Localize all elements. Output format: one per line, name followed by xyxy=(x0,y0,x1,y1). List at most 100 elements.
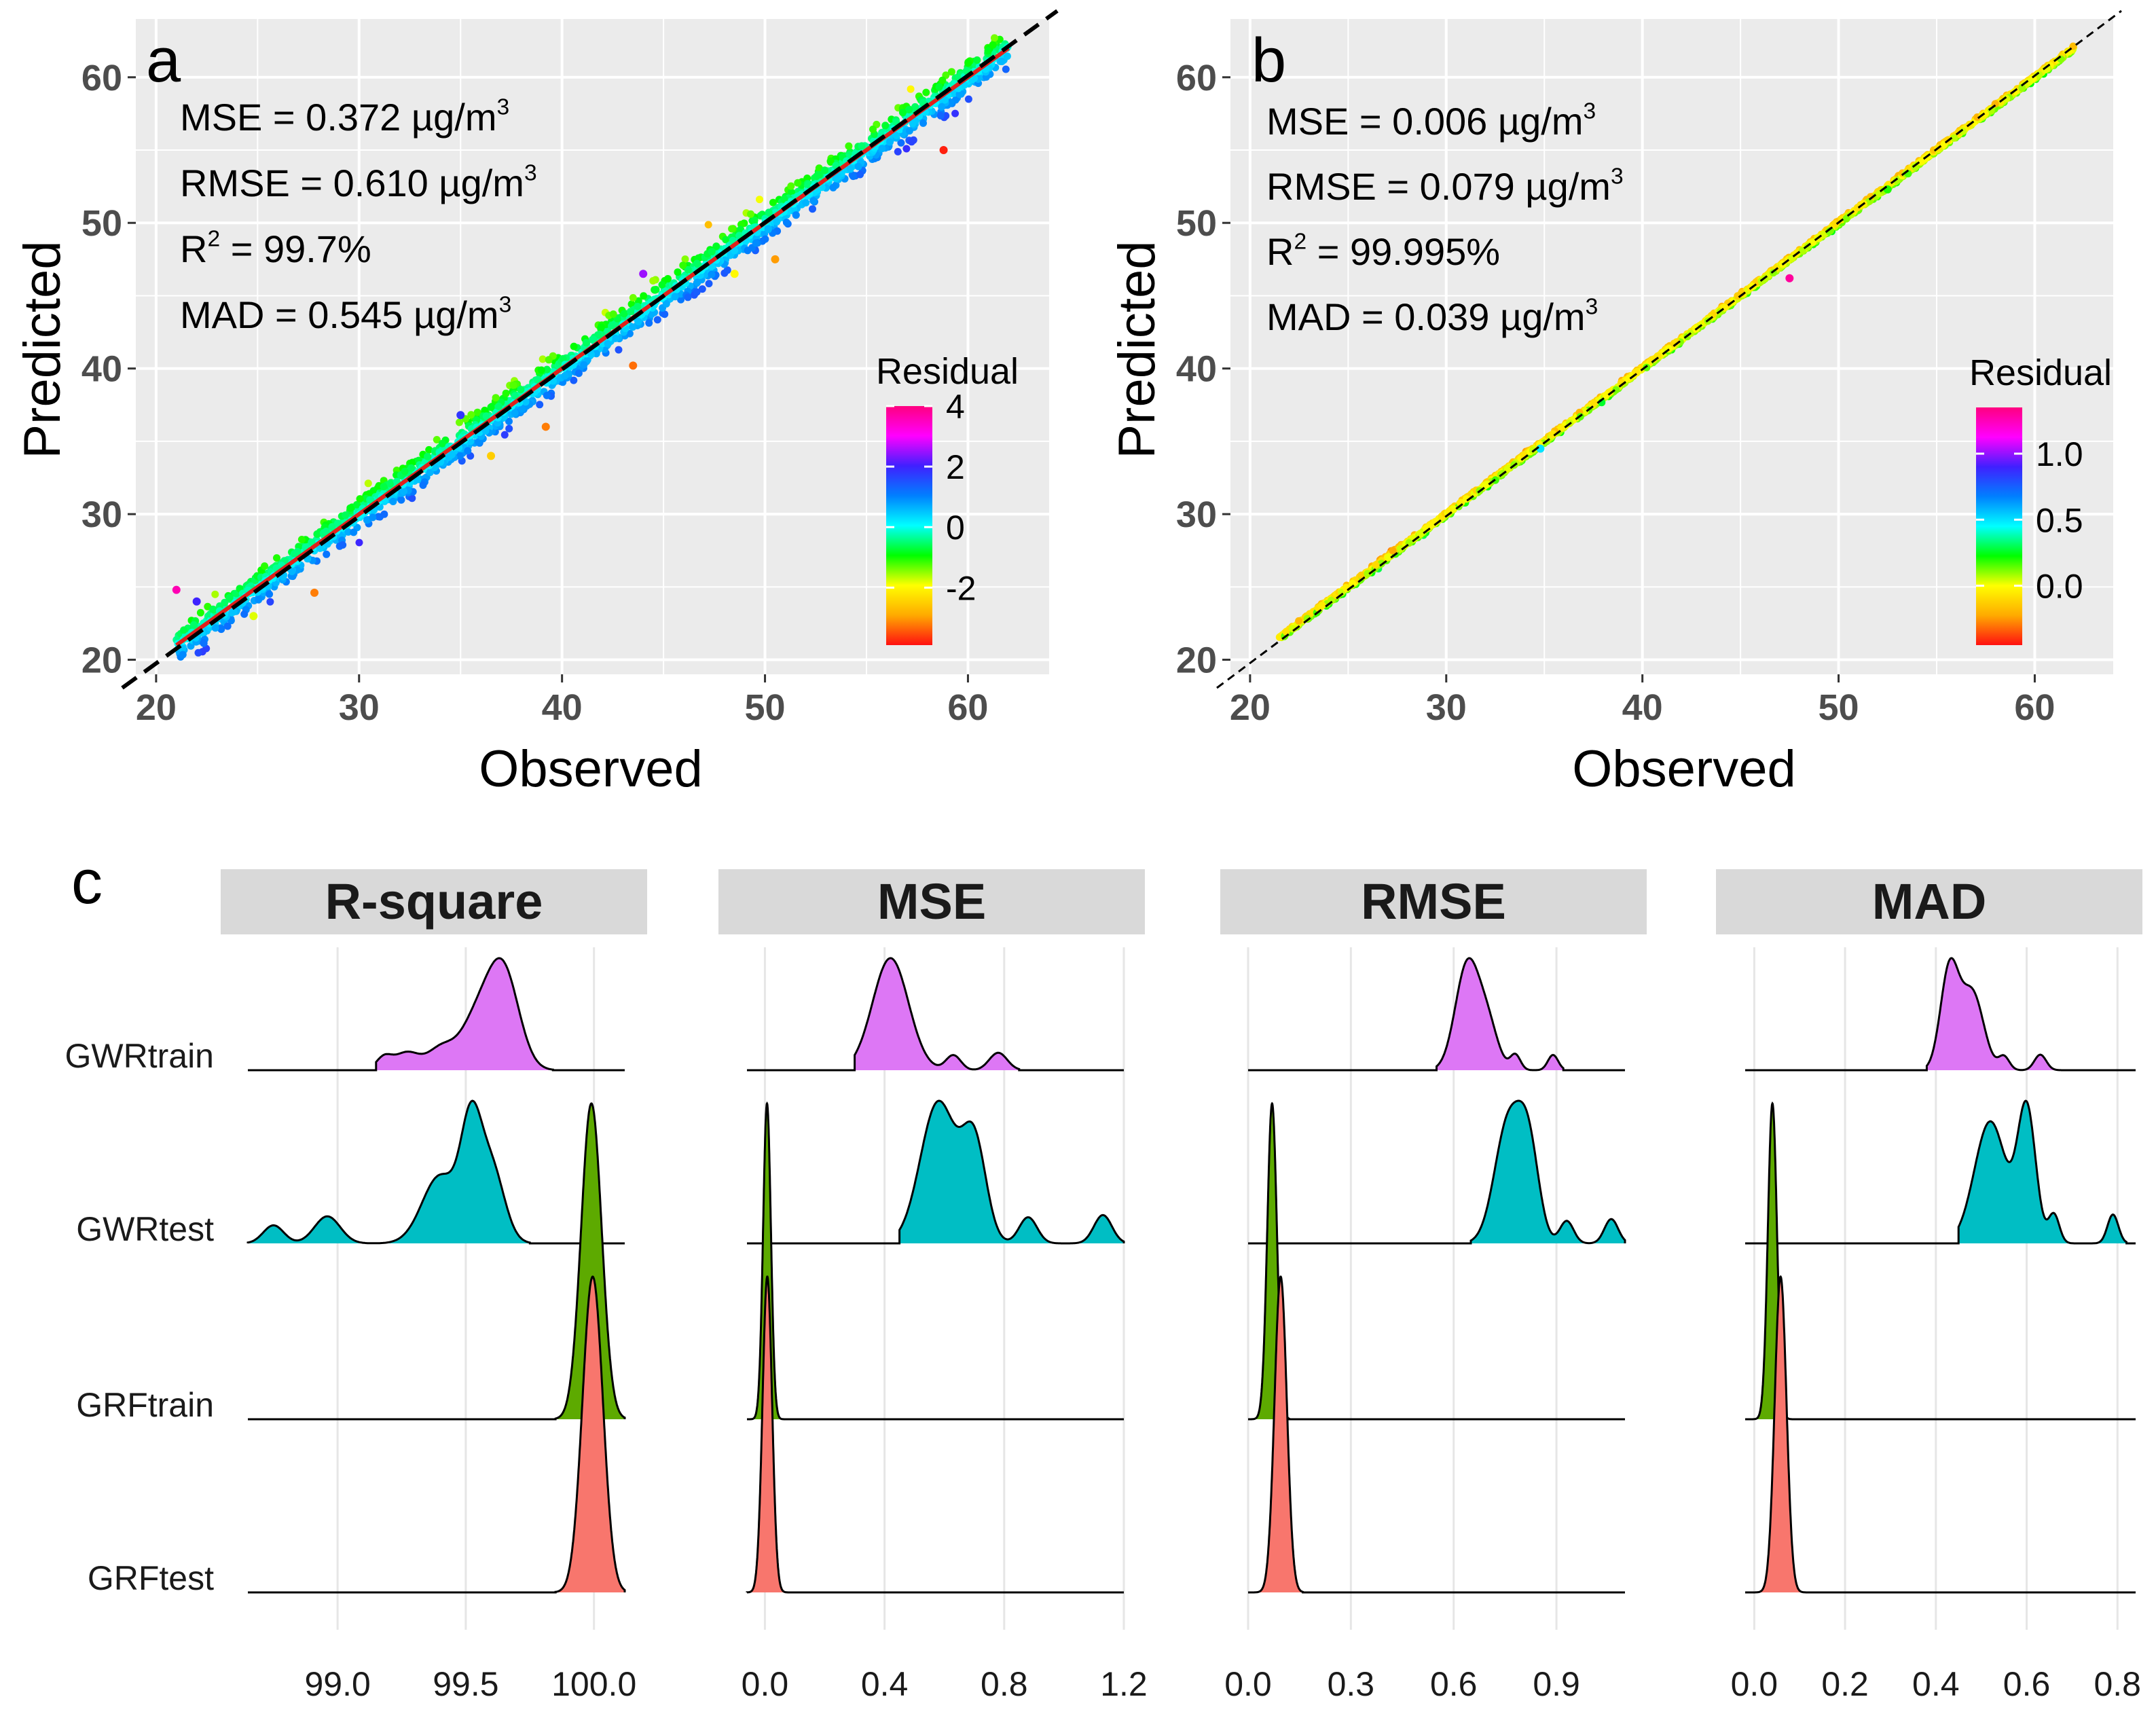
data-point xyxy=(456,418,463,426)
data-point xyxy=(814,170,822,179)
data-point xyxy=(1865,198,1874,206)
data-point xyxy=(1372,561,1380,569)
data-point xyxy=(854,162,862,170)
data-point xyxy=(482,412,490,420)
density-fill-GRFtrain xyxy=(1248,1103,1625,1419)
stat-superscript: 3 xyxy=(496,94,509,120)
data-point xyxy=(266,590,274,598)
data-point xyxy=(196,608,204,617)
data-point xyxy=(505,424,513,433)
data-point xyxy=(892,131,900,139)
data-point xyxy=(1590,399,1598,407)
data-point xyxy=(856,170,864,179)
density-outline-GWRtrain xyxy=(747,957,1124,1072)
data-point xyxy=(1831,220,1840,228)
data-point xyxy=(1002,65,1010,73)
stat-superscript: 2 xyxy=(207,226,220,251)
data-point xyxy=(211,624,219,632)
data-point xyxy=(681,255,689,263)
data-point xyxy=(756,196,763,204)
y-tick-label: 40 xyxy=(81,349,122,390)
facet-tick-label: 0.4 xyxy=(861,1665,909,1703)
density-fill-GWRtrain xyxy=(747,958,1124,1070)
data-point xyxy=(574,369,583,378)
data-point xyxy=(537,366,545,374)
data-point xyxy=(845,142,853,150)
data-point xyxy=(821,166,828,175)
data-point xyxy=(1295,617,1303,625)
data-point xyxy=(180,626,188,634)
data-point xyxy=(481,427,490,435)
data-point xyxy=(386,479,394,488)
facet-tick-label: 0.2 xyxy=(1821,1665,1869,1703)
facet-tick-label: 1.2 xyxy=(1100,1665,1148,1703)
data-point xyxy=(323,550,331,558)
data-point xyxy=(728,225,736,233)
data-point xyxy=(438,439,446,448)
facet-tick-label: 0.6 xyxy=(1430,1665,1478,1703)
density-outline-GRFtrain xyxy=(1248,1101,1625,1421)
stat-text: RMSE = 0.079 µg/m xyxy=(1266,165,1611,208)
data-point xyxy=(846,165,854,173)
data-point xyxy=(369,513,377,522)
data-point xyxy=(794,179,802,187)
data-point xyxy=(609,310,617,318)
data-point xyxy=(534,376,542,384)
legend-colorbar xyxy=(886,406,932,645)
data-point xyxy=(273,554,280,562)
data-point xyxy=(1643,363,1651,371)
data-point xyxy=(473,408,481,416)
data-point xyxy=(467,411,475,419)
data-point xyxy=(570,376,578,384)
data-point xyxy=(492,394,500,402)
y-tick-label: 30 xyxy=(81,494,122,535)
data-point xyxy=(951,109,960,117)
data-point xyxy=(389,498,397,505)
x-tick-label: 50 xyxy=(745,687,786,728)
data-point xyxy=(1602,391,1610,399)
density-fill-GWRtest xyxy=(248,1101,625,1243)
density-outline-GRFtrain xyxy=(747,1101,1124,1421)
stat-text: R xyxy=(1266,230,1294,273)
data-point xyxy=(652,286,660,293)
data-point xyxy=(792,211,800,219)
density-fill-GRFtest xyxy=(248,1277,625,1592)
stat-R2: R2 = 99.995% xyxy=(1266,229,1500,273)
data-point xyxy=(179,651,187,659)
stat-superscript: 3 xyxy=(1611,164,1624,189)
data-point xyxy=(712,242,720,251)
data-point xyxy=(671,293,679,301)
data-point xyxy=(364,479,372,488)
stat-superscript: 3 xyxy=(1586,294,1598,319)
data-point xyxy=(1632,368,1640,376)
data-point xyxy=(938,103,946,111)
data-point xyxy=(704,221,712,229)
data-point xyxy=(481,406,489,414)
reference-line-1-1 xyxy=(121,9,1059,690)
data-point xyxy=(849,172,857,181)
data-point xyxy=(561,371,569,380)
data-point xyxy=(752,239,760,247)
data-point xyxy=(608,322,616,330)
facet-mse: MSE 0.0 0.4 0.8 1.2 xyxy=(718,869,1148,1703)
data-point xyxy=(878,145,886,153)
data-point xyxy=(627,308,635,316)
x-tick-label: 30 xyxy=(1426,687,1467,728)
data-point-outlier xyxy=(1785,274,1794,282)
data-point-outlier xyxy=(629,361,638,370)
data-point xyxy=(363,516,371,524)
data-point xyxy=(989,41,997,49)
data-point xyxy=(1317,602,1326,610)
density-outline-GRFtest xyxy=(1745,1275,2136,1594)
facet-rmse: RMSE 0.0 0.3 0.6 0.9 xyxy=(1220,869,1647,1703)
data-point xyxy=(907,85,915,93)
legend-label: 2 xyxy=(946,448,965,486)
data-point xyxy=(433,436,441,443)
data-point xyxy=(1385,553,1393,561)
data-point xyxy=(2018,84,2026,92)
density-fill-GRFtest xyxy=(747,1277,1124,1592)
data-point xyxy=(293,547,302,555)
data-point xyxy=(408,458,416,467)
data-point xyxy=(211,590,219,598)
data-point xyxy=(200,639,208,647)
